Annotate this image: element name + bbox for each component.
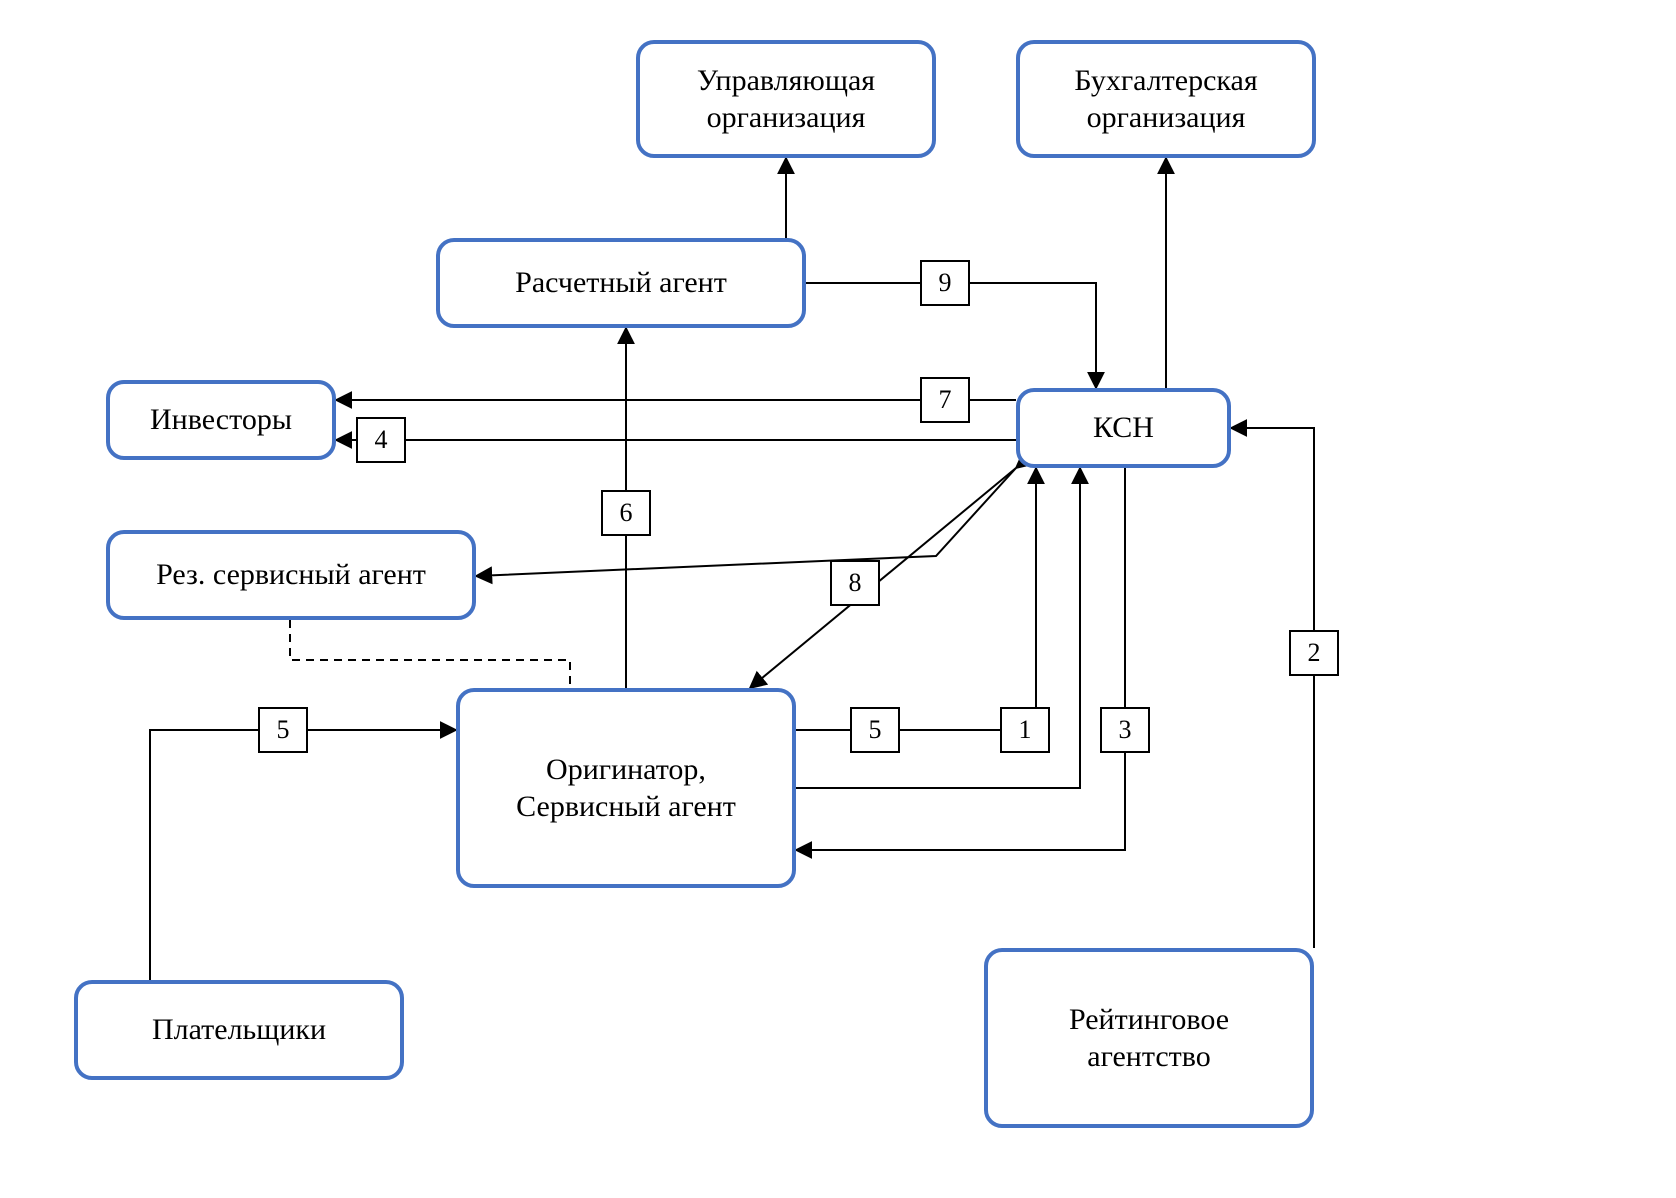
node-label: КСН [1093, 409, 1154, 447]
edge-label-3: 3 [1100, 707, 1150, 753]
node-originator: Оригинатор, Сервисный агент [456, 688, 796, 888]
node-label: Бухгалтерская организация [1074, 62, 1257, 137]
node-managing-org: Управляющая организация [636, 40, 936, 158]
node-label: Оригинатор, Сервисный агент [516, 751, 736, 826]
edge-label-2: 2 [1289, 630, 1339, 676]
edge-e2 [1231, 428, 1314, 948]
edge-e3 [796, 468, 1125, 850]
edge-e_res_orig [290, 620, 570, 688]
node-label: Управляющая организация [697, 62, 875, 137]
node-accounting-org: Бухгалтерская организация [1016, 40, 1316, 158]
flowchart-canvas: Управляющая организация Бухгалтерская ор… [0, 0, 1676, 1198]
node-label: Расчетный агент [515, 264, 727, 302]
edge-label-5: 5 [850, 707, 900, 753]
node-label: Рез. сервисный агент [156, 556, 426, 594]
edge-label-4: 4 [356, 417, 406, 463]
edge-label-1: 1 [1000, 707, 1050, 753]
edge-e8 [750, 468, 1016, 688]
node-investors: Инвесторы [106, 380, 336, 460]
node-payers: Плательщики [74, 980, 404, 1080]
edge-label-9: 9 [920, 260, 970, 306]
edge-e_ksn_res [476, 468, 1016, 576]
node-rating-agency: Рейтинговое агентство [984, 948, 1314, 1128]
node-calc-agent: Расчетный агент [436, 238, 806, 328]
edge-label-8: 8 [830, 560, 880, 606]
node-label: Плательщики [152, 1011, 326, 1049]
edge-e5l [150, 730, 456, 980]
edge-label-7: 7 [920, 377, 970, 423]
node-label: Рейтинговое агентство [1069, 1001, 1229, 1076]
node-label: Инвесторы [150, 401, 292, 439]
node-reserve-agent: Рез. сервисный агент [106, 530, 476, 620]
edge-label-6: 6 [601, 490, 651, 536]
edge-label-5: 5 [258, 707, 308, 753]
node-ksn: КСН [1016, 388, 1231, 468]
